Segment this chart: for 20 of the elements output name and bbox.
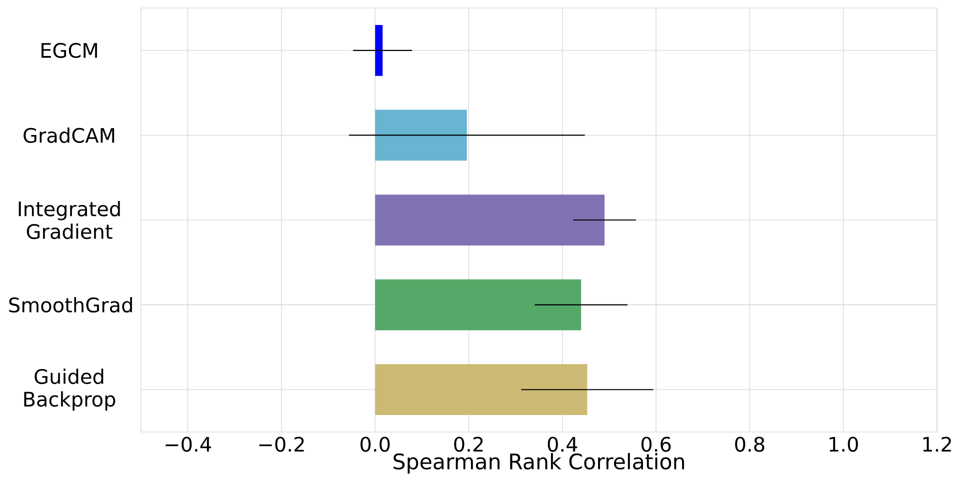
y-tick-label: Integrated Gradient xyxy=(18,200,120,240)
y-tick-label: Guided Backprop xyxy=(24,368,116,411)
bar xyxy=(375,364,588,416)
bar xyxy=(375,110,467,161)
bar xyxy=(375,279,582,330)
bar xyxy=(375,24,383,76)
x-tick-label: 0.6 xyxy=(641,436,671,452)
x-tick-label: −0.4 xyxy=(166,436,211,452)
x-tick-label: 0.4 xyxy=(548,436,578,452)
bar xyxy=(375,194,605,246)
y-tick-label: EGCM xyxy=(42,42,97,58)
x-axis-title: Spearman Rank Correlation xyxy=(394,453,684,474)
x-tick-label: 0.2 xyxy=(454,436,483,452)
x-tick-label: 1.0 xyxy=(830,436,858,452)
x-tick-label: 0.8 xyxy=(735,436,764,452)
y-tick-label: GradCAM xyxy=(24,127,114,143)
x-tick-label: 0.0 xyxy=(360,436,390,452)
x-tick-label: −0.2 xyxy=(259,436,304,452)
x-tick-label: 1.2 xyxy=(923,436,951,452)
y-tick-label: SmoothGrad xyxy=(9,297,132,313)
